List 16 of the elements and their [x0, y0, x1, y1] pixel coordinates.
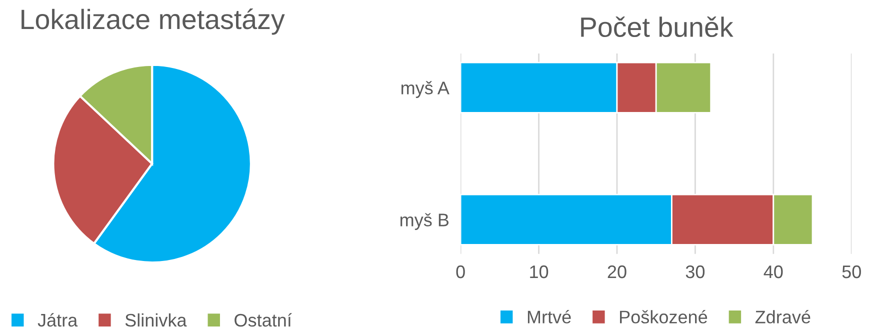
- x-tick-label: 10: [530, 265, 548, 278]
- legend-label: Ostatní: [234, 313, 292, 327]
- legend-label: Zdravé: [755, 310, 810, 324]
- x-tick-label: 30: [686, 265, 705, 278]
- x-tick-label: 20: [608, 265, 626, 278]
- x-tick-label: 40: [764, 265, 783, 278]
- legend-label: Mrtvé: [528, 310, 571, 324]
- legend-label: Slinivka: [125, 313, 187, 327]
- y-tick-label: myš B: [400, 213, 449, 230]
- legend-label: Játra: [38, 313, 78, 327]
- chart-title: Počet buněk: [581, 16, 734, 38]
- y-tick-label: myš A: [401, 81, 450, 98]
- x-tick-label: 50: [842, 265, 861, 278]
- chart-title: Lokalizace metastázy: [22, 8, 285, 35]
- x-tick-label: 0: [456, 265, 465, 278]
- legend-label: Poškozené: [620, 310, 708, 324]
